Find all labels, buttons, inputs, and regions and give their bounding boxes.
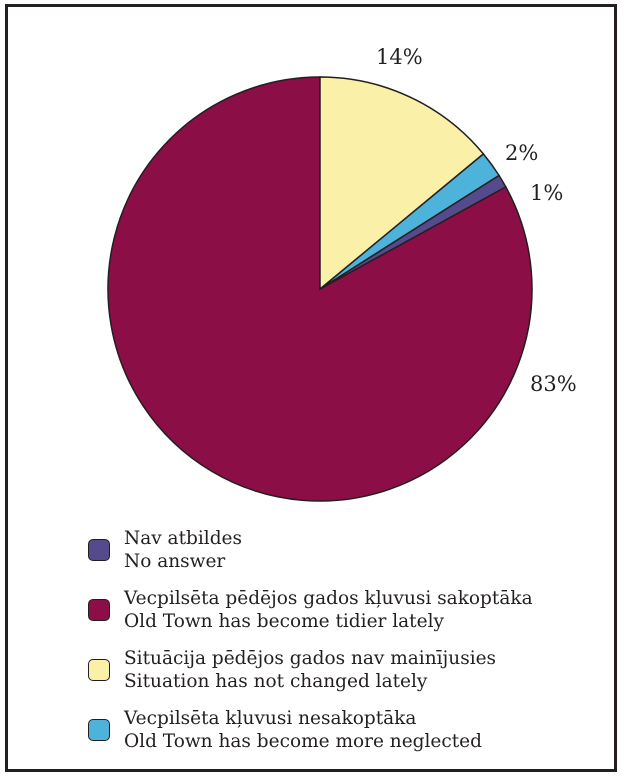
legend-item-neglected: Vecpilsēta kļuvusi nesakoptāka Old Town … xyxy=(88,707,618,753)
legend-text-tidier: Vecpilsēta pēdējos gados kļuvusi sakoptā… xyxy=(124,587,533,633)
legend-text-no-answer: Nav atbildes No answer xyxy=(124,527,242,573)
pie-chart: 83% 1% 2% 14% xyxy=(107,45,577,502)
slice-label-14: 14% xyxy=(376,45,423,69)
pie-slices xyxy=(107,76,533,502)
legend-label-lv: Vecpilsēta pēdējos gados kļuvusi sakoptā… xyxy=(124,588,533,609)
legend-label-en: No answer xyxy=(124,551,226,572)
legend-item-not-changed: Situācija pēdējos gados nav mainījusies … xyxy=(88,647,618,693)
legend-text-not-changed: Situācija pēdējos gados nav mainījusies … xyxy=(124,647,496,693)
slice-label-2: 2% xyxy=(505,141,538,165)
legend-label-en: Situation has not changed lately xyxy=(124,671,428,692)
legend-label-lv: Situācija pēdējos gados nav mainījusies xyxy=(124,648,497,669)
legend-label-lv: Nav atbildes xyxy=(124,528,242,549)
legend: Nav atbildes No answer Vecpilsēta pēdējo… xyxy=(88,527,618,767)
legend-swatch-neglected xyxy=(88,719,110,741)
slice-label-83: 83% xyxy=(530,372,577,396)
pie-labels: 83% 1% 2% 14% xyxy=(376,45,577,396)
pie-slice-14 xyxy=(319,76,485,291)
slice-label-1: 1% xyxy=(530,181,563,205)
legend-label-en: Old Town has become more neglected xyxy=(124,731,482,752)
legend-text-neglected: Vecpilsēta kļuvusi nesakoptāka Old Town … xyxy=(124,707,482,753)
pie-slice-83 xyxy=(107,76,533,502)
legend-item-tidier: Vecpilsēta pēdējos gados kļuvusi sakoptā… xyxy=(88,587,618,633)
legend-item-no-answer: Nav atbildes No answer xyxy=(88,527,618,573)
legend-swatch-tidier xyxy=(88,599,110,621)
legend-label-en: Old Town has become tidier lately xyxy=(124,611,444,632)
legend-swatch-no-answer xyxy=(88,539,110,561)
legend-label-lv: Vecpilsēta kļuvusi nesakoptāka xyxy=(124,708,417,729)
legend-swatch-not-changed xyxy=(88,659,110,681)
chart-frame: 83% 1% 2% 14% Nav atbildes No answer Vec… xyxy=(5,4,617,772)
